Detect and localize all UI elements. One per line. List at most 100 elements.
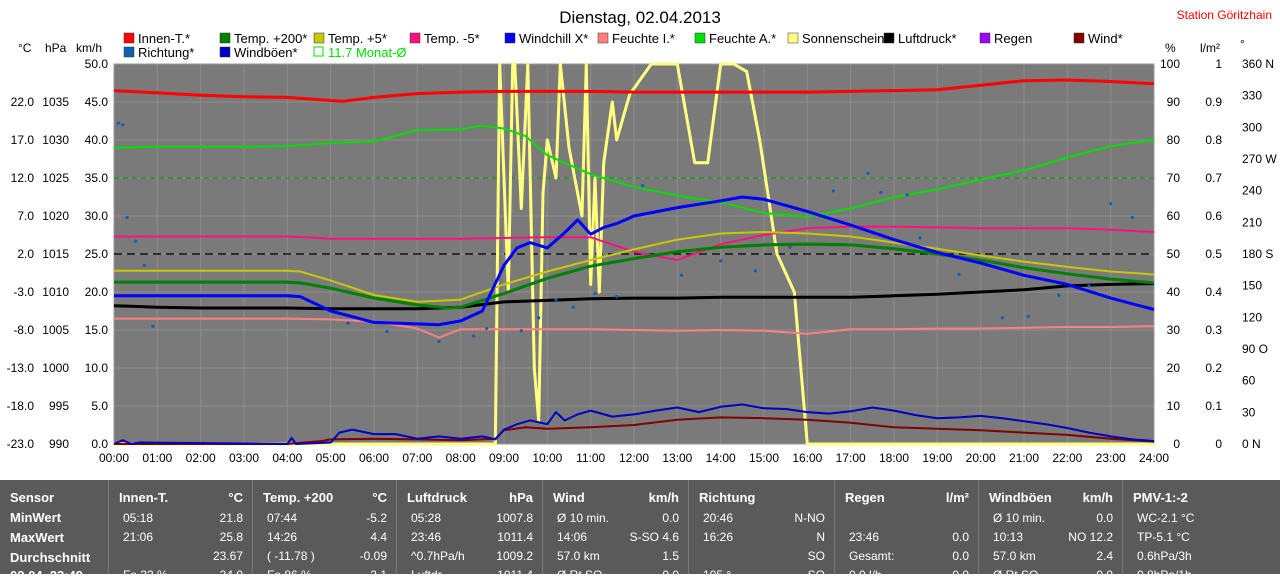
stats-cell-time: Fe 86 % <box>267 568 312 582</box>
legend-swatch <box>597 32 609 44</box>
legend-label: Temp. +5* <box>328 31 387 46</box>
unit-c: °C <box>18 41 32 55</box>
tick-lm2: 0.1 <box>1205 399 1222 413</box>
point-richtung <box>1057 293 1061 297</box>
legend-label: Luftdruck* <box>898 31 957 46</box>
tick-x: 18:00 <box>879 451 909 465</box>
tick-lm2: 1 <box>1215 57 1222 71</box>
stats-row: 05:18 21.8 <box>123 511 243 529</box>
tick-x: 09:00 <box>489 451 519 465</box>
tick-c: -23.0 <box>7 437 35 451</box>
stats-cell-value: 2.4 <box>1096 549 1113 563</box>
legend-swatch <box>979 32 991 44</box>
stats-row: Luftdr. 1011.4 <box>411 568 533 586</box>
tick-hpa: 1030 <box>42 133 69 147</box>
tick-pct: 50 <box>1167 247 1181 261</box>
stats-panel: Sensor MinWert MaxWert Durchschnitt 02.0… <box>0 480 1280 583</box>
tick-x: 06:00 <box>359 451 389 465</box>
tick-deg: 180 S <box>1242 247 1273 261</box>
legend-swatch <box>313 32 325 44</box>
stats-cell-value: 0.0 <box>952 568 969 582</box>
legend-swatch <box>883 32 895 44</box>
series-temp-5 <box>114 231 1155 303</box>
tick-x: 07:00 <box>402 451 432 465</box>
legend-label: Temp. -5* <box>424 31 480 46</box>
tick-x: 05:00 <box>316 451 346 465</box>
stats-column: Wind km/h Ø 10 min. 0.0 14:06 S-SO 4.6 57.0 km… <box>542 480 689 582</box>
stats-cell-time: WC-2.1 °C <box>1137 511 1195 525</box>
legend-swatch <box>787 32 799 44</box>
tick-x: 10:00 <box>532 451 562 465</box>
stats-cell-time: 16:26 <box>703 530 734 544</box>
tick-deg: 150 <box>1242 279 1262 293</box>
legend-label: Windböen* <box>234 45 298 60</box>
tick-pct: 0 <box>1173 437 1180 451</box>
tick-x: 12:00 <box>619 451 649 465</box>
stats-cell-time: Luftdr. <box>411 568 445 582</box>
stats-column-unit: l/m² <box>945 490 969 505</box>
tick-c: 22.0 <box>11 95 35 109</box>
station-name: Station Göritzhain <box>1177 8 1272 22</box>
tick-pct: 90 <box>1167 95 1181 109</box>
tick-x: 23:00 <box>1096 451 1126 465</box>
tick-x: 19:00 <box>922 451 952 465</box>
legend-label: Temp. +200* <box>234 31 307 46</box>
point-richtung <box>719 259 723 263</box>
stats-row: 0.6hPa/3h <box>1137 549 1271 567</box>
stats-cell-value: 0.0 <box>662 511 679 525</box>
stats-column-name: Regen <box>845 490 885 505</box>
legend-swatch <box>694 32 706 44</box>
stats-row: 57.0 km 2.4 <box>993 549 1113 567</box>
tick-x: 13:00 <box>662 451 692 465</box>
tick-c: -13.0 <box>7 361 35 375</box>
legend-swatch <box>409 32 421 44</box>
point-richtung <box>753 269 757 273</box>
legend-swatch <box>219 46 231 58</box>
tick-x: 11:00 <box>576 451 605 465</box>
stats-cell-time: Ø 10 min. <box>993 511 1046 525</box>
stats-column-name: Innen-T. <box>119 490 169 505</box>
stats-column-header: Windböen km/h <box>989 490 1113 505</box>
stats-row: Ø Rt SO 0.0 <box>557 568 679 586</box>
stats-cell-time: 0.6hPa/3h <box>1137 549 1192 563</box>
legend-label: Innen-T.* <box>138 31 190 46</box>
stats-cell-extra: NO 12.2 <box>1068 530 1113 544</box>
unit-deg: ° <box>1240 37 1245 51</box>
stats-cell-time: 10:13 <box>993 530 1024 544</box>
stats-column-header: Innen-T. °C <box>119 490 243 505</box>
stats-row: 20:46 N-NO <box>703 511 825 529</box>
tick-hpa: 990 <box>49 437 69 451</box>
tick-hpa: 1000 <box>42 361 69 375</box>
point-richtung <box>385 329 389 334</box>
label-current: 02.04. 23:49 <box>10 568 84 583</box>
tick-x: 08:00 <box>446 451 476 465</box>
tick-lm2: 0.5 <box>1205 247 1222 261</box>
chart-title: Dienstag, 02.04.2013 <box>559 8 721 27</box>
unit-hpa: hPa <box>45 41 67 55</box>
stats-cell-value: 0.0 <box>952 549 969 563</box>
stats-cell-value: N-NO <box>794 511 825 525</box>
stats-row: Ø Rt SO 0.0 <box>993 568 1113 586</box>
tick-pct: 40 <box>1167 285 1181 299</box>
series-feuchte-a <box>113 124 1155 218</box>
stats-column-unit: km/h <box>648 490 679 505</box>
stats-cell-value: -0.09 <box>359 549 387 563</box>
tick-pct: 80 <box>1167 133 1181 147</box>
tick-lm2: 0.3 <box>1205 323 1222 337</box>
tick-x: 04:00 <box>272 451 302 465</box>
legend-label: Wind* <box>1088 31 1123 46</box>
label-avg: Durchschnitt <box>10 550 91 565</box>
stats-column-name: PMV-1:-2 <box>1133 490 1188 505</box>
tick-x: 00:00 <box>99 451 129 465</box>
stats-row: Ø 10 min. 0.0 <box>993 511 1113 529</box>
series-windb-en <box>113 403 1155 445</box>
stats-cell-value: 1011.4 <box>497 530 533 544</box>
tick-lm2: 0 <box>1215 437 1222 451</box>
tick-deg: 360 N <box>1242 57 1274 71</box>
weather-chart: 22.0 17.0 12.0 7.0 2.0 -3.0 -8.0 -13.0 -18.0 -23.… <box>7 8 1278 465</box>
stats-cell-time: 57.0 km <box>993 549 1036 563</box>
stats-cell-extra: S-SO 4.6 <box>629 530 679 544</box>
stats-row: SO <box>703 549 825 567</box>
stats-row: TP-5.1 °C <box>1137 530 1271 548</box>
series-windchill-x <box>114 195 1155 327</box>
